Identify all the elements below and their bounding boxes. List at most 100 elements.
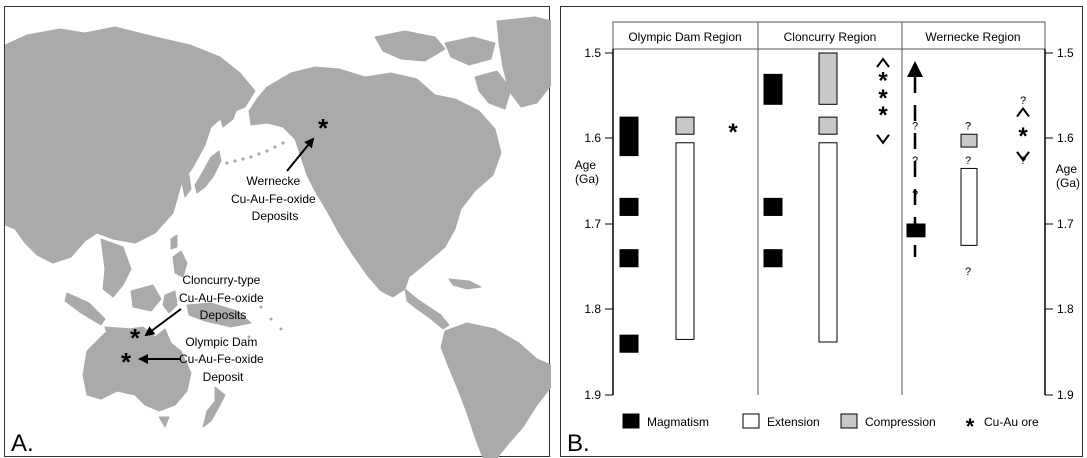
uncertainty-mark: ? xyxy=(965,155,971,167)
ore-marker: * xyxy=(878,102,888,129)
pacific-islands xyxy=(247,305,283,339)
panel-a-letter: A. xyxy=(11,430,34,457)
landmass-tasmania xyxy=(158,416,170,428)
landmass-central-america xyxy=(404,288,450,330)
timeline-chart: Olympic Dam Region Cloncurry Region Wern… xyxy=(567,21,1081,457)
uncertainty-marks: ???????? xyxy=(912,95,1026,278)
cloncurry-marker: * xyxy=(130,323,141,353)
timeline-panel: Olympic Dam Region Cloncurry Region Wern… xyxy=(560,6,1083,457)
legend: Magmatism Extension Compression * Cu-Au … xyxy=(622,413,1039,439)
uncertainty-mark: ? xyxy=(912,121,918,133)
legend-swatch-ore: * xyxy=(966,414,975,439)
left-axis-ticks: 1.5 1.6 1.7 1.8 1.9 xyxy=(584,46,613,402)
compression-bar xyxy=(960,133,978,148)
compression-bar xyxy=(818,52,838,105)
landmass-greenland xyxy=(496,16,551,108)
landmasses xyxy=(5,16,551,458)
extension-bar xyxy=(818,142,838,343)
right-axis-ticks: 1.5 1.6 1.7 1.8 1.9 xyxy=(1045,46,1074,402)
ore-range-bracket xyxy=(1016,106,1030,162)
landmass-indochina xyxy=(100,238,132,298)
compression-bar xyxy=(675,116,695,135)
ore-marker: * xyxy=(1018,123,1028,150)
landmass-asia xyxy=(5,26,256,264)
uncertainty-mark: ? xyxy=(1020,95,1026,107)
uncertainty-mark: ? xyxy=(912,155,918,167)
cloncurry-arrow xyxy=(144,308,182,337)
wernecke-label: Wernecke Cu-Au-Fe-oxide Deposits xyxy=(231,174,319,223)
olympic-dam-label: Olympic Dam Cu-Au-Fe-oxide Deposit xyxy=(179,335,267,384)
asterisk-icon: * xyxy=(121,347,132,377)
wernecke-marker: * xyxy=(318,113,329,143)
map-panel: * * * Wernecke Cu-Au-Fe-oxide Deposits C… xyxy=(4,6,551,458)
ore-marker: * xyxy=(878,85,888,112)
header-box xyxy=(612,21,1046,50)
tick-label: 1.7 xyxy=(584,217,601,231)
landmass-new-zealand xyxy=(202,386,226,428)
magmatism-bar xyxy=(619,249,639,268)
cloncurry-label: Cloncurry-type Cu-Au-Fe-oxide Deposits xyxy=(179,273,267,322)
asterisk-icon: * xyxy=(318,113,329,143)
wernecke-uncertainty-arrow xyxy=(907,61,923,257)
landmass-cuba xyxy=(448,278,482,290)
left-axis-title: Age (Ga) xyxy=(575,158,600,186)
landmass-korea xyxy=(180,174,192,198)
magmatism-bar xyxy=(619,116,639,157)
landmass-sulawesi xyxy=(162,290,178,314)
legend-swatch-magmatism xyxy=(622,413,640,429)
landmass-arctic-islands xyxy=(374,30,446,62)
landmass-philippines xyxy=(172,250,188,278)
tick-label: 1.5 xyxy=(584,46,601,60)
magmatism-bar xyxy=(763,73,783,105)
magmatism-bar xyxy=(763,197,783,216)
legend-label-compression: Compression xyxy=(865,415,936,429)
legend-label-magmatism: Magmatism xyxy=(647,415,709,429)
asterisk-icon: * xyxy=(130,323,141,353)
landmass-borneo xyxy=(130,284,162,312)
uncertainty-mark: ? xyxy=(965,266,971,278)
ore-marker: * xyxy=(878,68,888,95)
extension-bar xyxy=(675,142,695,340)
uncertainty-mark: ? xyxy=(965,121,971,133)
landmass-north-america xyxy=(248,66,502,298)
landmass-arctic-islands-2 xyxy=(444,36,496,66)
uncertainty-mark: ? xyxy=(912,189,918,201)
ore-range-bracket xyxy=(876,57,890,145)
landmass-baffin xyxy=(474,70,512,110)
tick-label: 1.7 xyxy=(1057,217,1074,231)
region-header-cloncurry: Cloncurry Region xyxy=(784,30,877,44)
landmass-kamchatka xyxy=(216,72,242,128)
tick-label: 1.9 xyxy=(584,388,601,402)
legend-label-extension: Extension xyxy=(767,415,820,429)
legend-swatch-extension xyxy=(742,413,760,429)
magmatism-bar xyxy=(619,334,639,353)
compression-bar xyxy=(818,116,838,135)
region-header-wernecke: Wernecke Region xyxy=(925,30,1020,44)
magmatism-bar xyxy=(763,249,783,268)
landmass-taiwan xyxy=(170,234,178,250)
uncertainty-mark: ? xyxy=(1020,155,1026,167)
landmass-australia xyxy=(82,326,192,412)
legend-swatch-compression xyxy=(840,413,858,429)
landmass-sumatra xyxy=(64,292,106,326)
region-header-olympic-dam: Olympic Dam Region xyxy=(628,30,741,44)
landmass-new-guinea xyxy=(186,302,252,328)
ore-marker: * xyxy=(728,119,738,146)
world-map: * * * Wernecke Cu-Au-Fe-oxide Deposits C… xyxy=(5,16,551,458)
wernecke-arrow xyxy=(286,137,315,172)
olympic-dam-marker: * xyxy=(121,347,132,377)
legend-label-ore: Cu-Au ore xyxy=(984,415,1039,429)
aleutian-islands xyxy=(225,141,285,165)
right-axis-title: Age (Ga) xyxy=(1056,162,1081,190)
tick-label: 1.6 xyxy=(1057,131,1074,145)
tick-label: 1.8 xyxy=(1057,302,1074,316)
tick-label: 1.5 xyxy=(1057,46,1074,60)
tick-label: 1.9 xyxy=(1057,388,1074,402)
tick-label: 1.8 xyxy=(584,302,601,316)
magmatism-bar xyxy=(619,197,639,216)
extension-bar xyxy=(960,167,978,246)
tick-label: 1.6 xyxy=(584,131,601,145)
landmass-south-america xyxy=(440,322,551,458)
panel-b-letter: B. xyxy=(567,430,590,457)
landmass-japan xyxy=(194,150,222,194)
